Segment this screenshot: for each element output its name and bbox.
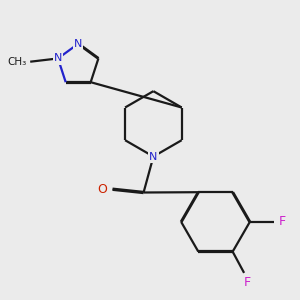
Text: F: F	[279, 215, 286, 228]
Text: N: N	[54, 53, 62, 63]
Text: N: N	[149, 152, 158, 161]
Text: CH₃: CH₃	[7, 57, 26, 67]
Text: F: F	[244, 276, 251, 289]
Text: N: N	[74, 39, 82, 49]
Text: O: O	[98, 183, 108, 196]
